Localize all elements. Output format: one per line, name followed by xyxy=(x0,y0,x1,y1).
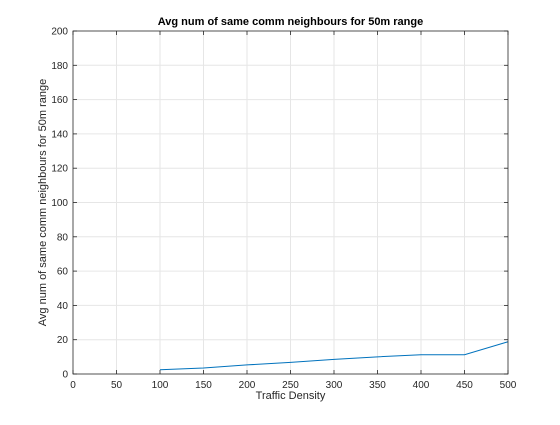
y-tick-label: 100 xyxy=(51,198,68,209)
x-tick-label: 500 xyxy=(500,380,517,391)
y-tick-label: 20 xyxy=(57,335,69,346)
y-tick-label: 0 xyxy=(62,370,68,381)
x-tick-label: 50 xyxy=(111,380,123,391)
y-tick-label: 120 xyxy=(51,164,68,175)
y-axis-label: Avg num of same comm neighbours for 50m … xyxy=(37,79,49,326)
chart-title: Avg num of same comm neighbours for 50m … xyxy=(158,16,423,28)
x-tick-label: 0 xyxy=(70,380,76,391)
ticks: 0 50 100 150 200 250 300 350 400 450 5000204060801… xyxy=(51,27,516,392)
y-tick-label: 80 xyxy=(57,232,69,243)
grid xyxy=(73,31,508,374)
y-tick-label: 140 xyxy=(51,129,68,140)
y-tick-label: 180 xyxy=(51,61,68,72)
y-tick-label: 40 xyxy=(57,301,69,312)
x-tick-label: 300 xyxy=(326,380,343,391)
y-tick-label: 200 xyxy=(51,27,68,38)
y-tick-label: 60 xyxy=(57,267,69,278)
x-axis-label: Traffic Density xyxy=(256,390,326,402)
x-tick-label: 350 xyxy=(369,380,386,391)
y-tick-label: 160 xyxy=(51,95,68,106)
x-tick-label: 400 xyxy=(413,380,430,391)
x-tick-label: 100 xyxy=(152,380,169,391)
x-tick-label: 450 xyxy=(456,380,473,391)
x-tick-label: 200 xyxy=(239,380,256,391)
x-tick-label: 150 xyxy=(195,380,212,391)
